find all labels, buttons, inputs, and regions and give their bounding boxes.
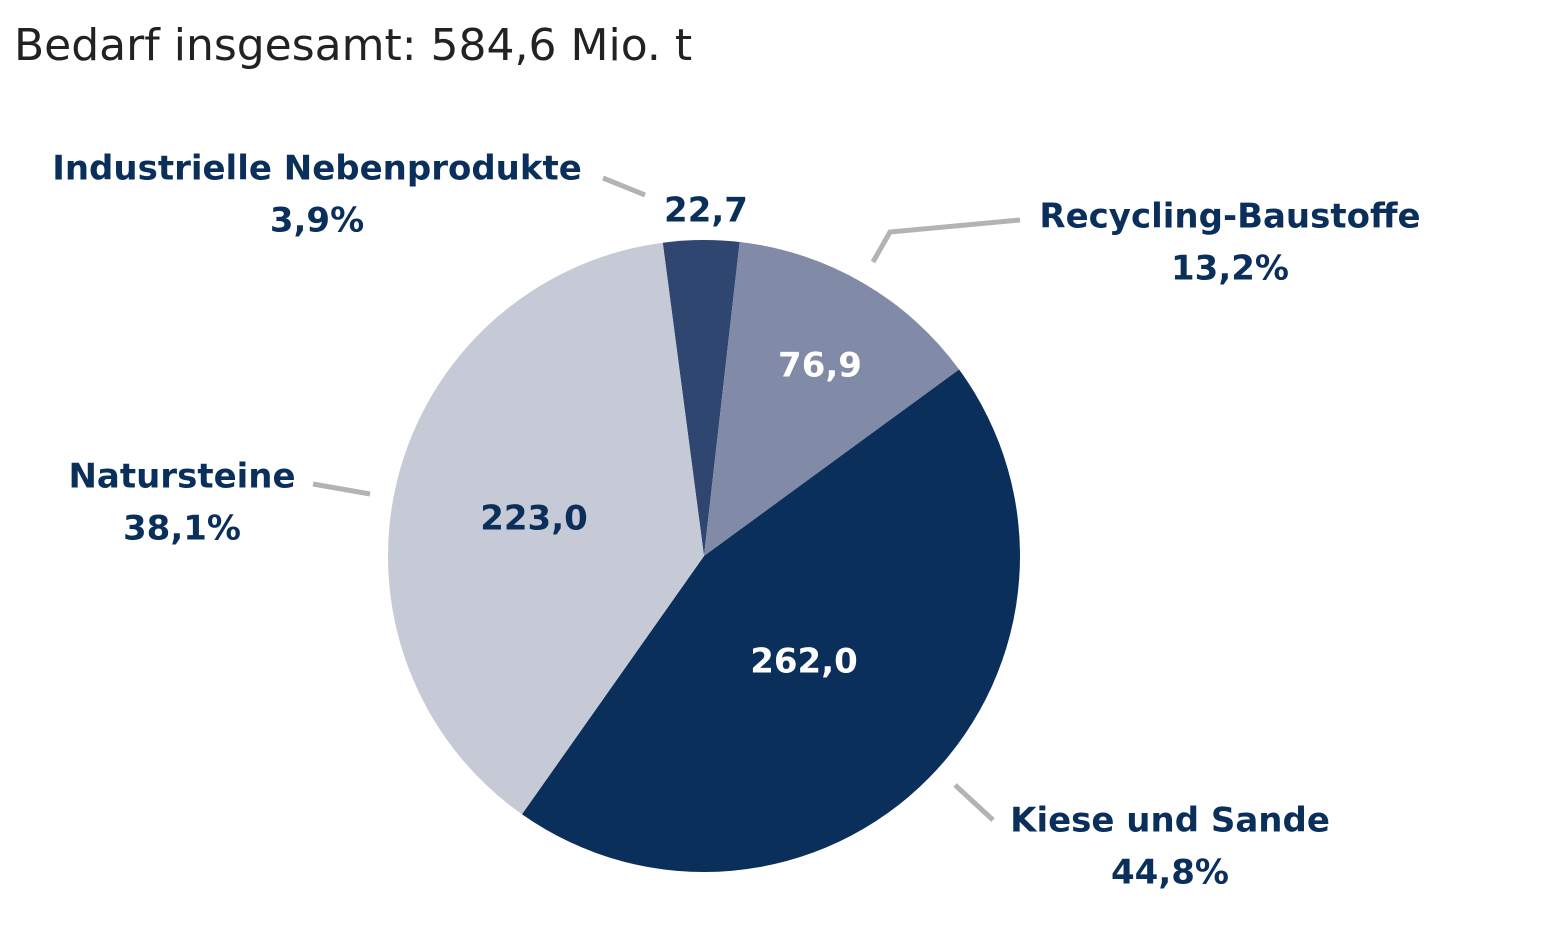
category-label: Natursteine: [68, 457, 295, 497]
leader-line: [870, 217, 1021, 264]
pie-slice: [387, 242, 704, 815]
pie-slice: [521, 369, 1021, 873]
value-label: 223,0: [480, 499, 588, 539]
percent-label: 44,8%: [1111, 853, 1229, 893]
percent-label: 3,9%: [270, 201, 364, 241]
pie-slice: [704, 242, 960, 556]
chart-title: Bedarf insgesamt: 584,6 Mio. t: [14, 20, 692, 71]
category-label: Kiese und Sande: [1010, 801, 1330, 841]
leader-line: [312, 481, 371, 497]
category-label: Industrielle Nebenprodukte: [52, 149, 582, 189]
percent-label: 38,1%: [123, 509, 241, 549]
value-label: 76,9: [778, 346, 862, 386]
leader-line: [602, 175, 646, 198]
pie-slice: [662, 240, 740, 556]
value-label: 22,7: [664, 191, 748, 231]
value-label: 262,0: [750, 642, 858, 682]
leader-line: [953, 783, 995, 822]
category-label: Recycling-Baustoffe: [1039, 197, 1420, 237]
percent-label: 13,2%: [1171, 249, 1289, 289]
